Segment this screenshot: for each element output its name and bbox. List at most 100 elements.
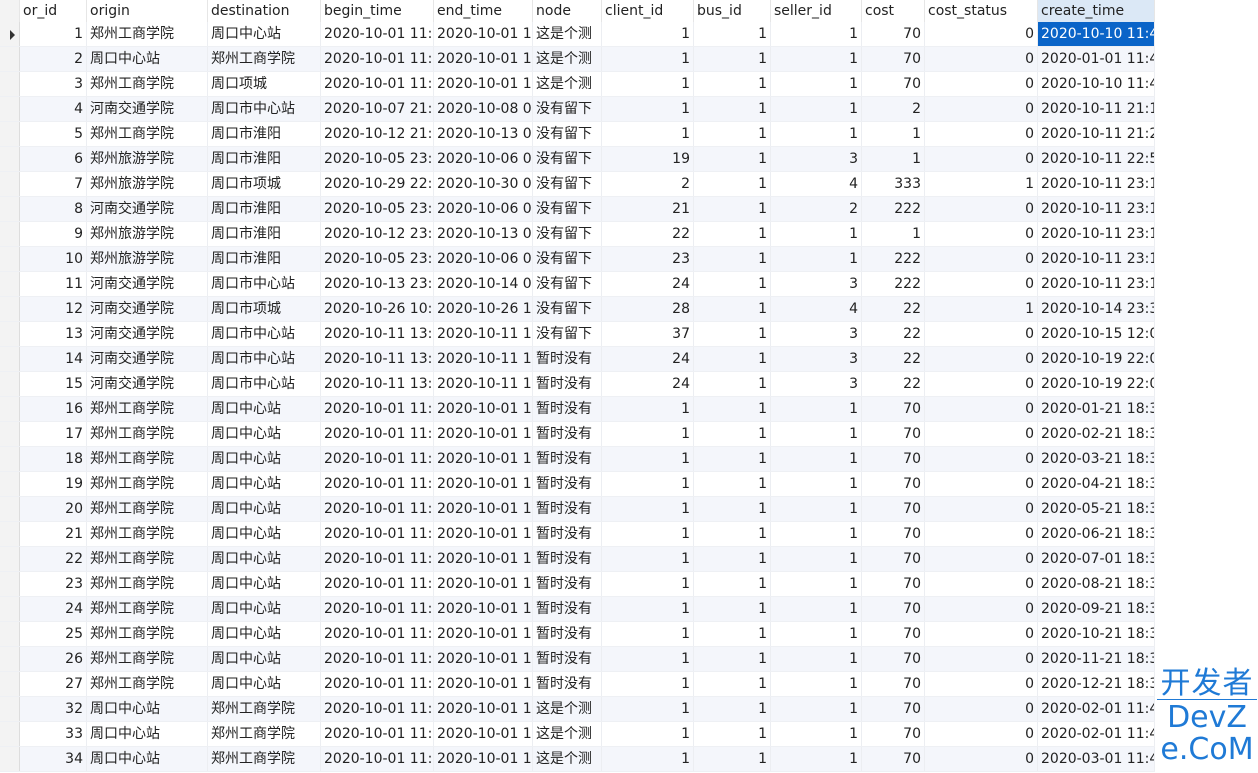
cell-cost-status[interactable]: 0 [925,597,1038,621]
cell-origin[interactable]: 郑州工商学院 [87,422,208,446]
cell-destination[interactable]: 周口市中心站 [208,347,321,371]
cell-cost-status[interactable]: 0 [925,472,1038,496]
cell-or-id[interactable]: 3 [20,72,87,96]
cell-node[interactable]: 这是个测 [533,722,602,746]
cell-node[interactable]: 没有留下 [533,272,602,296]
cell-cost-status[interactable]: 0 [925,697,1038,721]
cell-or-id[interactable]: 2 [20,47,87,71]
cell-cost[interactable]: 333 [862,172,925,196]
cell-create-time[interactable]: 2020-09-21 18:3 [1038,597,1155,621]
row-indicator[interactable] [0,447,20,471]
cell-seller-id[interactable]: 1 [771,722,862,746]
cell-client-id[interactable]: 37 [602,322,694,346]
cell-origin[interactable]: 郑州工商学院 [87,572,208,596]
cell-bus-id[interactable]: 1 [694,672,771,696]
table-row[interactable]: 7 郑州旅游学院 周口市项城 2020-10-29 22: 2020-10-30 0 没有… [0,172,1155,197]
cell-client-id[interactable]: 1 [602,47,694,71]
cell-create-time[interactable]: 2020-10-21 18:3 [1038,622,1155,646]
cell-or-id[interactable]: 15 [20,372,87,396]
cell-cost[interactable]: 70 [862,22,925,46]
cell-destination[interactable]: 周口市中心站 [208,272,321,296]
cell-origin[interactable]: 周口中心站 [87,747,208,771]
column-header-destination[interactable]: destination [208,0,321,22]
cell-begin-time[interactable]: 2020-10-12 23: [321,222,434,246]
cell-cost[interactable]: 70 [862,722,925,746]
cell-destination[interactable]: 周口中心站 [208,497,321,521]
cell-client-id[interactable]: 24 [602,372,694,396]
row-indicator[interactable] [0,72,20,96]
cell-bus-id[interactable]: 1 [694,222,771,246]
table-row[interactable]: 6 郑州旅游学院 周口市淮阳 2020-10-05 23: 2020-10-06 0 没有… [0,147,1155,172]
cell-node[interactable]: 暂时没有 [533,422,602,446]
cell-cost[interactable]: 22 [862,347,925,371]
cell-create-time[interactable]: 2020-03-21 18:3 [1038,447,1155,471]
cell-bus-id[interactable]: 1 [694,422,771,446]
cell-or-id[interactable]: 21 [20,522,87,546]
row-indicator[interactable] [0,172,20,196]
cell-origin[interactable]: 郑州旅游学院 [87,222,208,246]
cell-node[interactable]: 暂时没有 [533,397,602,421]
cell-destination[interactable]: 周口中心站 [208,22,321,46]
cell-begin-time[interactable]: 2020-10-01 11: [321,572,434,596]
row-indicator[interactable] [0,272,20,296]
cell-origin[interactable]: 郑州旅游学院 [87,172,208,196]
cell-or-id[interactable]: 17 [20,422,87,446]
cell-seller-id[interactable]: 3 [771,147,862,171]
cell-or-id[interactable]: 6 [20,147,87,171]
cell-node[interactable]: 暂时没有 [533,447,602,471]
cell-seller-id[interactable]: 3 [771,372,862,396]
cell-cost[interactable]: 22 [862,297,925,321]
cell-seller-id[interactable]: 4 [771,297,862,321]
row-indicator[interactable] [0,647,20,671]
cell-client-id[interactable]: 28 [602,297,694,321]
cell-begin-time[interactable]: 2020-10-07 21: [321,97,434,121]
cell-or-id[interactable]: 4 [20,97,87,121]
cell-origin[interactable]: 郑州工商学院 [87,647,208,671]
cell-node[interactable]: 暂时没有 [533,622,602,646]
cell-begin-time[interactable]: 2020-10-01 11: [321,72,434,96]
cell-node[interactable]: 没有留下 [533,122,602,146]
cell-seller-id[interactable]: 1 [771,97,862,121]
cell-node[interactable]: 暂时没有 [533,497,602,521]
cell-end-time[interactable]: 2020-10-08 0 [434,97,533,121]
cell-cost-status[interactable]: 0 [925,22,1038,46]
table-row[interactable]: 5 郑州工商学院 周口市淮阳 2020-10-12 21: 2020-10-13 0 没有… [0,122,1155,147]
cell-end-time[interactable]: 2020-10-01 1 [434,547,533,571]
row-indicator[interactable] [0,322,20,346]
cell-bus-id[interactable]: 1 [694,497,771,521]
row-indicator[interactable] [0,422,20,446]
cell-begin-time[interactable]: 2020-10-01 11: [321,47,434,71]
cell-bus-id[interactable]: 1 [694,272,771,296]
cell-origin[interactable]: 周口中心站 [87,697,208,721]
cell-or-id[interactable]: 11 [20,272,87,296]
cell-end-time[interactable]: 2020-10-01 1 [434,597,533,621]
cell-destination[interactable]: 周口中心站 [208,447,321,471]
cell-node[interactable]: 没有留下 [533,322,602,346]
cell-cost-status[interactable]: 0 [925,222,1038,246]
cell-cost[interactable]: 70 [862,597,925,621]
cell-begin-time[interactable]: 2020-10-01 11: [321,647,434,671]
cell-client-id[interactable]: 1 [602,597,694,621]
row-indicator[interactable] [0,572,20,596]
cell-create-time[interactable]: 2020-10-11 23:1 [1038,222,1155,246]
cell-cost-status[interactable]: 1 [925,297,1038,321]
cell-cost-status[interactable]: 0 [925,147,1038,171]
cell-client-id[interactable]: 1 [602,747,694,771]
cell-origin[interactable]: 河南交通学院 [87,347,208,371]
cell-end-time[interactable]: 2020-10-30 0 [434,172,533,196]
cell-create-time[interactable]: 2020-01-21 18:3 [1038,397,1155,421]
cell-client-id[interactable]: 1 [602,72,694,96]
cell-begin-time[interactable]: 2020-10-29 22: [321,172,434,196]
cell-cost[interactable]: 70 [862,547,925,571]
cell-begin-time[interactable]: 2020-10-01 11: [321,672,434,696]
cell-client-id[interactable]: 1 [602,447,694,471]
cell-bus-id[interactable]: 1 [694,547,771,571]
row-indicator[interactable] [0,372,20,396]
cell-node[interactable]: 暂时没有 [533,647,602,671]
cell-destination[interactable]: 周口市淮阳 [208,222,321,246]
cell-node[interactable]: 这是个测 [533,22,602,46]
cell-seller-id[interactable]: 1 [771,497,862,521]
